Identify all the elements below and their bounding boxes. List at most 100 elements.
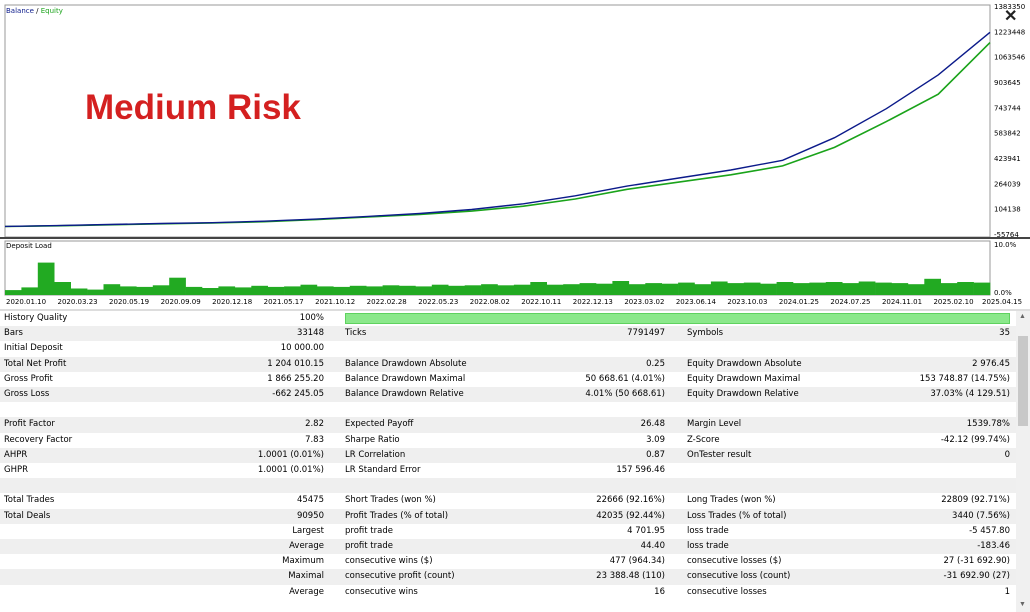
x-tick-label: 2020.05.19 [109,298,149,306]
stat-label: GHPR [4,465,29,475]
deposit-load-bar [579,283,597,295]
deposit-load-bar [563,284,580,295]
stat-value: 4.01% (50 668.61) [585,389,665,399]
stat-value: Largest [292,525,324,536]
stat-value: 22666 (92.16%) [596,495,665,506]
y-tick-label: 1223448 [994,28,1025,36]
stat-label: LR Correlation [345,449,406,460]
x-tick-label: 2023.03.02 [624,298,664,306]
stat-value: 1539.78% [966,419,1010,430]
stat-label: loss trade [687,525,729,536]
x-tick-label: 2021.05.17 [264,298,304,306]
legend-equity: Equity [40,7,63,15]
x-tick-label: 2023.06.14 [676,298,717,306]
deposit-load-bar [464,285,482,295]
stat-value: 90950 [296,510,324,521]
deposit-load-bar [284,286,301,295]
stat-value: 16 [654,586,665,597]
stats-row [0,402,1016,417]
stat-value: 1 [1004,586,1010,597]
stat-value: 157 596.46 [616,465,665,475]
stat-value: Average [289,586,324,597]
deposit-load-bar [349,285,367,295]
deposit-load-bar [546,284,564,295]
deposit-load-label: Deposit Load [6,242,52,250]
deposit-load-bar [875,282,892,295]
scroll-thumb[interactable] [1018,336,1028,426]
stat-value: -662 245.05 [272,389,324,399]
stat-value: 1 866 255.20 [267,373,324,384]
stat-value: 3440 (7.56%) [952,510,1010,521]
x-tick-label: 2023.10.03 [727,298,767,306]
stat-label: Total Deals [4,510,51,521]
deposit-load-bar [743,282,761,295]
deposit-load-bar [957,282,974,295]
history-quality-row: History Quality 100% [0,311,1016,326]
history-quality-fill [346,314,1009,323]
x-tick-label: 2025.04.15 [982,298,1022,306]
y-tick-label: 743744 [994,104,1021,112]
stat-label: Profit Trades (% of total) [345,510,449,521]
stats-row: Gross Profit 1 866 255.20 Balance Drawdown… [0,372,1016,387]
y-tick-label: 1383350 [994,3,1025,11]
y-tick-label: 903645 [994,79,1021,87]
stat-value: Maximal [288,571,324,582]
stat-value: 153 748.87 (14.75%) [919,373,1010,384]
stat-label: Total Trades [4,495,55,506]
x-tick-label: 2022.10.11 [521,298,561,306]
deposit-load-bar [760,283,777,295]
deposit-load-bar [431,284,449,295]
deposit-load-bar [185,286,203,295]
deposit-load-bar [825,282,843,295]
stat-label: OnTester result [687,449,752,460]
deposit-load-bar [333,286,350,295]
stat-label: Ticks [345,328,367,339]
deposit-load-bar [218,286,236,295]
chart-legend: Balance / Equity [6,7,63,15]
stat-label: Equity Drawdown Absolute [687,358,802,369]
y-tick-label: 423941 [994,155,1021,163]
deposit-load-tick-label: 10.0% [994,241,1017,249]
stat-label: consecutive loss (count) [687,571,791,582]
stat-label: consecutive wins ($) [345,556,433,567]
deposit-load-bar [415,286,433,295]
stat-value: 27 (-31 692.90) [943,556,1010,567]
deposit-load-bar [809,282,827,295]
balance-line [4,31,991,228]
stats-row: Maximum consecutive wins ($) 477 (964.34) c… [0,554,1016,569]
stats-row: Maximal consecutive profit (count) 23 388.… [0,569,1016,585]
stat-label: Short Trades (won %) [345,495,436,506]
scroll-down-icon[interactable]: ▼ [1019,601,1026,608]
stat-label: Symbols [687,328,724,339]
balance-equity-chart: 1383350 1223448 1063546 903645 743744 583842 4… [0,3,1030,311]
deposit-load-bar [152,285,170,295]
stat-value: 10 000.00 [280,343,324,354]
x-tick-label: 2022.12.13 [573,298,613,306]
deposit-load-bar [973,282,991,295]
stat-label: Profit Factor [4,419,55,430]
stat-label: Gross Loss [4,389,50,399]
stat-value: -5 457.80 [969,525,1010,536]
y-tick-label: 104138 [994,206,1021,214]
deposit-load-bar [54,282,71,295]
stat-value: 0.25 [646,358,665,369]
deposit-load-tick-label: 0.0% [994,289,1012,297]
deposit-load-bar [530,282,547,295]
deposit-load-bar [169,277,186,295]
stat-value: -183.46 [977,541,1010,551]
vertical-scrollbar[interactable]: ▲ ▼ [1016,311,1030,612]
equity-line [4,42,991,228]
stats-row: Average consecutive wins 16 consecutive los… [0,585,1016,600]
stat-value: -31 692.90 (27) [943,571,1010,582]
deposit-load-bar [793,283,810,295]
stat-value: 1.0001 (0.01%) [257,449,324,460]
deposit-load-bar [382,285,400,295]
legend-separator: / [33,7,41,15]
stat-value: 44.40 [640,541,665,551]
x-tick-label: 2024.11.01 [882,298,922,306]
deposit-load-bar [70,288,88,295]
stat-label: loss trade [687,541,729,551]
close-icon[interactable]: ✕ [1004,8,1018,25]
scroll-up-icon[interactable]: ▲ [1019,313,1026,320]
history-quality-label: History Quality [4,313,68,323]
